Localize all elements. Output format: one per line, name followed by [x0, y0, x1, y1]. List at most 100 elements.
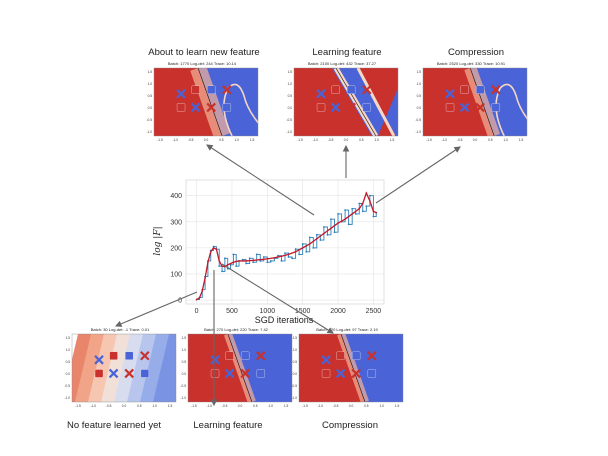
- caption-top-3: Compression: [448, 47, 504, 58]
- panel-x-tick: 1.5: [250, 138, 255, 142]
- panel-y-tick: -1.0: [65, 396, 71, 400]
- smoothed-point: [294, 250, 297, 253]
- cluster-x-marker: [367, 350, 377, 361]
- smoothed-point: [235, 260, 238, 263]
- panel-x-tick: -1.5: [75, 404, 81, 408]
- smoothed-point: [316, 237, 318, 240]
- raw-point: [232, 253, 235, 256]
- panel-y-tick: -1.0: [416, 130, 422, 134]
- x-tick-label: 0: [195, 308, 199, 315]
- cluster-x-marker: [459, 102, 470, 113]
- cluster-square-marker: [241, 351, 250, 360]
- panel-x-tick: 1.0: [234, 138, 239, 142]
- panel-y-tick: 1.5: [66, 336, 71, 340]
- cluster-x-marker: [351, 368, 361, 379]
- smoothed-point: [232, 261, 235, 264]
- panel-y-tick: 0.0: [417, 106, 422, 110]
- panel-x-tick: -1.5: [302, 404, 308, 408]
- panel-title: Batch: 2100 Log-det: 432 Trace: 37.27: [308, 61, 377, 66]
- cluster-square-marker: [347, 85, 356, 94]
- cluster-square-marker: [207, 85, 216, 94]
- cluster-square-marker: [321, 369, 331, 378]
- raw-point: [269, 260, 272, 262]
- smoothed-point: [365, 192, 368, 194]
- raw-point: [218, 265, 221, 268]
- cluster-square-marker: [445, 103, 455, 112]
- cluster-x-marker: [206, 102, 216, 113]
- panel-x-tick: 1.5: [519, 138, 524, 142]
- raw-point: [315, 233, 318, 236]
- panel-frame: [187, 333, 293, 403]
- cluster-square-marker: [125, 351, 134, 360]
- panel-x-tick: 1.5: [395, 404, 400, 408]
- panel-y-tick: 1.5: [182, 336, 187, 340]
- caption-top-1: About to learn new feature: [148, 47, 260, 58]
- cluster-x-marker: [176, 89, 186, 99]
- grid: [185, 179, 385, 305]
- panel-frame: [153, 67, 259, 137]
- panel-x-tick: -1.5: [426, 138, 432, 142]
- raw-point: [312, 246, 315, 249]
- panel-frame: [422, 67, 528, 137]
- cluster-square-marker: [256, 369, 265, 378]
- panel-x-tick: 0.5: [488, 138, 493, 142]
- panel-title: Batch: 270 Log-det: 220 Trace: 7.42: [204, 327, 269, 332]
- raw-point: [347, 223, 350, 226]
- panel-y-tick: 0.5: [293, 360, 298, 364]
- cluster-square-marker: [109, 351, 118, 360]
- raw-point: [212, 245, 215, 248]
- raw-point: [301, 243, 304, 245]
- smoothed-point: [287, 253, 290, 256]
- panel-x-tick: 0.5: [219, 138, 224, 142]
- y-tick-label: 200: [170, 245, 182, 252]
- panel-frame: [293, 67, 399, 137]
- panel-x-tick: -1.0: [207, 404, 213, 408]
- smoothed-point: [337, 222, 339, 224]
- raw-point: [294, 248, 297, 251]
- smoothed-point: [238, 260, 240, 262]
- panel-title: Batch: 1770 Log-det: 244 Trace: 10.14: [168, 61, 237, 66]
- panel-x-tick: 1.5: [168, 404, 173, 408]
- panel-x-tick: -0.5: [328, 138, 334, 142]
- raw-point: [372, 215, 375, 218]
- raw-point: [305, 250, 308, 253]
- panel-x-tick: -1.5: [191, 404, 197, 408]
- raw-point: [358, 202, 361, 205]
- cluster-x-marker: [362, 84, 372, 95]
- raw-point: [326, 233, 329, 236]
- cluster-x-marker: [316, 89, 326, 99]
- raw-point: [330, 218, 332, 221]
- panel-x-tick: -0.5: [457, 138, 463, 142]
- smoothed-point: [361, 202, 364, 205]
- panel-x-tick: -1.0: [91, 404, 97, 408]
- heatmap-region-red: [294, 68, 372, 136]
- cluster-x-marker: [94, 355, 104, 365]
- panel-y-tick: 1.0: [288, 82, 293, 86]
- plot-area: [185, 179, 385, 305]
- raw-point: [319, 239, 322, 241]
- panel-x-tick: 1.0: [379, 404, 384, 408]
- panel-y-tick: -0.5: [65, 384, 71, 388]
- y-tick-label: 100: [170, 271, 182, 278]
- smoothed-point: [215, 248, 218, 250]
- smoothed-point: [344, 218, 346, 220]
- panel-x-tick: -1.0: [318, 404, 324, 408]
- decision-boundary: [197, 68, 223, 136]
- panel-y-tick: 0.0: [66, 372, 71, 376]
- panel-x-tick: 1.5: [390, 138, 395, 142]
- cluster-square-marker: [210, 369, 220, 378]
- cluster-x-marker: [240, 368, 250, 379]
- raw-point: [248, 257, 251, 260]
- main-line-chart: 0 500 1000 1500 2000 2500 0 100 200 300 400 SGD it…: [148, 176, 388, 331]
- panel-x-tick: 0.0: [344, 138, 349, 142]
- smoothed-point: [308, 243, 311, 245]
- raw-point: [368, 194, 371, 197]
- smoothed-point: [224, 265, 226, 268]
- decision-boundary: [469, 68, 495, 136]
- heatmap-region: [153, 334, 176, 402]
- caption-bottom-3: Compression: [322, 420, 378, 431]
- cluster-x-marker: [222, 84, 232, 95]
- smoothed-point: [226, 264, 229, 266]
- panel-y-tick: 1.0: [66, 348, 71, 352]
- panel-y-tick: -1.0: [287, 130, 293, 134]
